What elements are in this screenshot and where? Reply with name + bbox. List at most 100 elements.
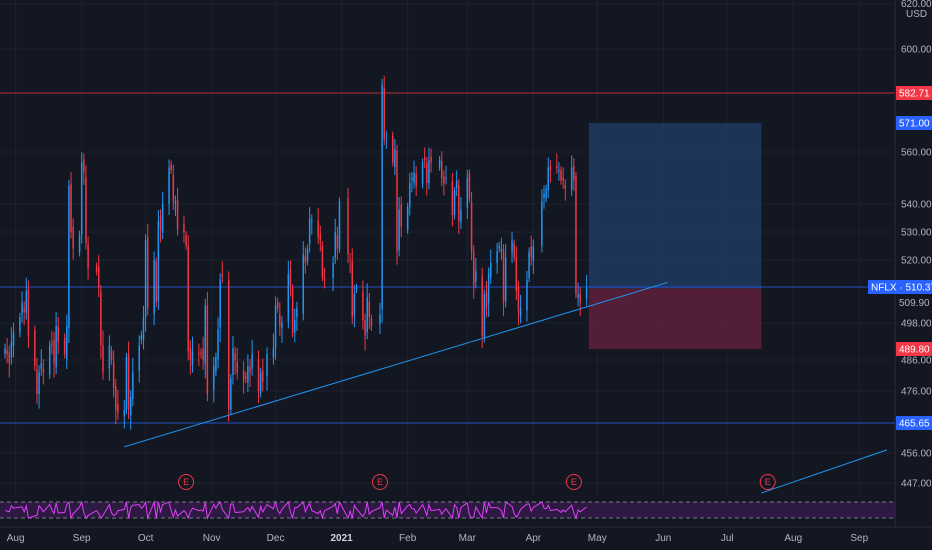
candle[interactable] [127,341,130,420]
candle[interactable] [242,360,245,394]
candle[interactable] [112,350,115,398]
candle[interactable] [481,267,483,349]
candle[interactable] [451,173,454,227]
long-position-tool[interactable] [588,123,762,349]
candle[interactable] [398,196,400,257]
candle[interactable] [4,343,6,359]
candle[interactable] [443,170,445,196]
candle[interactable] [187,235,189,361]
candle[interactable] [247,354,249,392]
candle[interactable] [276,297,279,313]
candle[interactable] [87,236,89,280]
candle[interactable] [440,151,443,187]
time-axis[interactable]: Aug Sep Oct Nov Dec 2021 Feb Mar Apr May Jun Jul Aug… [7,533,869,544]
candle[interactable] [219,273,221,343]
candle[interactable] [157,209,160,310]
candle[interactable] [513,239,515,262]
candle[interactable] [146,223,149,316]
candle[interactable] [430,148,432,173]
candle[interactable] [455,170,458,196]
candle[interactable] [10,327,13,365]
candle[interactable] [206,291,209,402]
candle[interactable] [100,284,102,360]
candle[interactable] [25,277,28,320]
candle[interactable] [259,367,262,398]
candle[interactable] [383,75,385,145]
candle[interactable] [391,131,394,167]
candle[interactable] [577,282,579,307]
candle[interactable] [347,188,349,264]
candle[interactable] [381,78,383,323]
candle[interactable] [500,237,503,260]
candle[interactable] [189,340,192,375]
candle[interactable] [251,339,253,376]
candle[interactable] [117,389,119,420]
horizontal-levels[interactable] [0,92,895,424]
candle[interactable] [517,281,520,326]
earnings-marker[interactable]: E [759,474,776,490]
candle[interactable] [460,196,462,229]
candle[interactable] [453,187,456,220]
candle[interactable] [496,242,498,274]
candle[interactable] [274,296,277,360]
candle[interactable] [370,314,373,331]
earnings-marker[interactable]: E [565,474,582,490]
candle[interactable] [519,294,522,324]
candle[interactable] [213,356,215,403]
candle[interactable] [234,346,236,375]
candle[interactable] [355,283,358,294]
candle[interactable] [428,147,430,190]
candle[interactable] [472,245,475,299]
candle[interactable] [227,271,230,422]
candle[interactable] [191,336,194,373]
candle[interactable] [423,147,426,168]
candle[interactable] [575,172,577,299]
candle[interactable] [564,179,567,201]
candle[interactable] [36,357,38,404]
candle[interactable] [19,312,21,338]
candle[interactable] [541,189,543,253]
candle[interactable] [249,359,251,387]
candle[interactable] [498,241,501,253]
candle[interactable] [562,167,564,189]
candle[interactable] [63,333,66,359]
candle[interactable] [142,305,145,350]
candle[interactable] [279,302,281,336]
candle[interactable] [115,378,117,425]
candle[interactable] [161,191,164,239]
candle[interactable] [221,261,224,284]
candle[interactable] [302,241,305,321]
candle[interactable] [23,301,25,326]
candle[interactable] [185,231,187,251]
candle[interactable] [560,166,562,185]
candle[interactable] [78,230,81,257]
candle[interactable] [570,155,573,196]
candle[interactable] [38,365,40,409]
candle[interactable] [502,244,505,317]
candle[interactable] [202,336,204,370]
candle[interactable] [426,156,428,196]
candle[interactable] [153,251,155,326]
candle[interactable] [413,160,415,189]
candle[interactable] [266,347,268,391]
candle[interactable] [48,340,51,379]
candle[interactable] [132,357,134,407]
candle[interactable] [138,335,140,383]
candle[interactable] [174,195,177,217]
candle[interactable] [438,155,441,171]
candle[interactable] [140,330,143,345]
candle[interactable] [556,153,558,174]
candle[interactable] [470,191,473,261]
candle[interactable] [306,244,309,266]
candle[interactable] [319,225,322,252]
candle[interactable] [362,280,364,330]
candle[interactable] [311,214,313,235]
candle[interactable] [51,330,53,355]
candle[interactable] [204,298,207,379]
candle[interactable] [336,226,339,260]
candle[interactable] [281,316,283,343]
candle[interactable] [244,371,247,384]
candle[interactable] [8,345,11,378]
candle[interactable] [411,172,413,193]
